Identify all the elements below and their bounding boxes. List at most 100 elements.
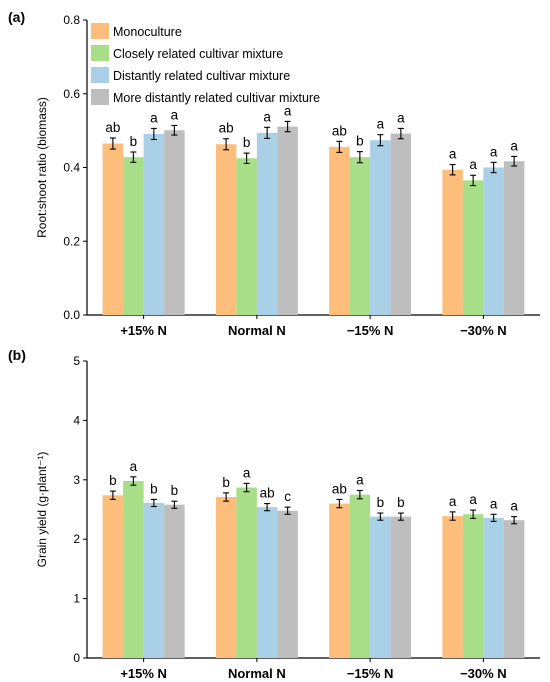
x-tick-label: Normal N: [228, 666, 286, 681]
y-tick-label: 0.2: [63, 234, 80, 248]
y-tick-label: 2: [73, 532, 80, 546]
significance-letter: a: [171, 107, 179, 122]
axes: 0 1 2 3 4 5 +15% N Normal N −15% N −30% N: [73, 354, 540, 681]
bar: [462, 514, 484, 658]
bar: [143, 133, 165, 315]
legend-label: Distantly related cultivar mixture: [113, 69, 290, 83]
panel-a: (a) 0.0 0.2 0.4 0.6 0.8 +15% N Normal N −15% N −3…: [8, 9, 540, 338]
y-tick-label: 1: [73, 592, 80, 606]
legend-label: Closely related cultivar mixture: [113, 47, 283, 61]
bar: [102, 495, 124, 658]
y-tick-label: 0.4: [63, 161, 80, 175]
bar: [390, 516, 412, 658]
panel-label: (a): [8, 9, 25, 25]
error-bar: [264, 126, 271, 139]
error-bar: [150, 498, 157, 508]
y-tick-label: 0.0: [63, 308, 80, 322]
significance-letter: a: [510, 499, 518, 514]
error-bar: [264, 503, 271, 512]
error-bar: [284, 506, 291, 515]
significance-letter: b: [222, 475, 230, 490]
significance-letter: a: [449, 494, 457, 509]
y-axis-label: Root:shoot ratio (biomass): [35, 97, 49, 238]
error-bar: [109, 490, 116, 500]
y-axis-label: Grain yield (g·plant⁻¹): [35, 452, 49, 568]
y-tick-label: 0: [73, 651, 80, 665]
legend-swatch: [91, 23, 109, 39]
significance-letter: a: [449, 147, 457, 162]
significance-letter: b: [243, 135, 251, 150]
bar: [164, 130, 185, 315]
legend-swatch: [91, 45, 109, 61]
bar: [442, 516, 463, 658]
panel-label: (b): [8, 347, 26, 363]
error-bar: [243, 482, 250, 493]
significance-letter: a: [469, 492, 477, 507]
bar: [215, 497, 237, 658]
x-tick-label: −15% N: [347, 666, 394, 681]
x-tick-label: +15% N: [120, 666, 167, 681]
significance-letter: a: [263, 109, 271, 124]
y-tick-label: 4: [73, 413, 80, 427]
significance-letter: b: [150, 481, 158, 496]
x-tick-label: −30% N: [460, 666, 507, 681]
error-bar: [397, 127, 404, 140]
error-bar: [356, 489, 363, 500]
bar: [236, 487, 257, 658]
y-tick-label: 3: [73, 473, 80, 487]
error-bar: [130, 151, 137, 163]
significance-letter: ab: [332, 123, 347, 138]
bar: [236, 158, 257, 315]
bar: [370, 140, 391, 315]
significance-letter: b: [171, 483, 179, 498]
error-bar: [284, 120, 291, 133]
legend: Monoculture Closely related cultivar mixt…: [91, 23, 320, 105]
x-tick-label: −30% N: [460, 323, 507, 338]
legend-swatch: [91, 67, 109, 83]
significance-letter: a: [284, 103, 292, 118]
error-bar: [490, 161, 497, 174]
error-bar: [356, 151, 363, 164]
y-tick-label: 0.6: [63, 87, 80, 101]
legend-item: Closely related cultivar mixture: [91, 45, 283, 61]
error-bar: [511, 516, 518, 525]
legend-item: Monoculture: [91, 23, 182, 39]
panel-b: (b) 0 1 2 3 4 5 +15% N Normal N −15% N −30% N Grain…: [8, 347, 540, 681]
bar: [370, 516, 391, 658]
significance-letter: b: [377, 495, 385, 510]
error-bar: [397, 512, 404, 521]
bar: [442, 169, 463, 315]
error-bar: [336, 140, 343, 153]
bar: [277, 510, 298, 658]
error-bar: [470, 174, 477, 187]
legend-label: More distantly related cultivar mixture: [113, 91, 320, 105]
y-tick-label: 0.8: [63, 13, 80, 27]
bar: [215, 144, 237, 315]
significance-letter: ab: [260, 486, 275, 501]
significance-letter: b: [397, 495, 405, 510]
bar: [143, 502, 165, 658]
error-bar: [109, 137, 116, 150]
error-bar: [223, 138, 230, 151]
bar: [277, 126, 298, 315]
significance-letter: a: [150, 110, 158, 125]
significance-letter: b: [109, 473, 117, 488]
legend-item: Distantly related cultivar mixture: [91, 67, 290, 83]
significance-letter: ab: [105, 120, 120, 135]
x-tick-label: Normal N: [228, 323, 286, 338]
significance-letter: b: [130, 134, 138, 149]
bar: [483, 167, 504, 315]
axes: 0.0 0.2 0.4 0.6 0.8 +15% N Normal N −15% N −30% …: [63, 13, 540, 338]
bar: [164, 504, 185, 658]
error-bar: [511, 155, 518, 167]
significance-letter: a: [490, 496, 498, 511]
significance-letter: b: [356, 134, 364, 149]
significance-letter: ab: [219, 121, 234, 136]
bar: [329, 146, 350, 315]
bar: [123, 480, 144, 658]
significance-letter: a: [490, 144, 498, 159]
bar: [390, 133, 412, 315]
